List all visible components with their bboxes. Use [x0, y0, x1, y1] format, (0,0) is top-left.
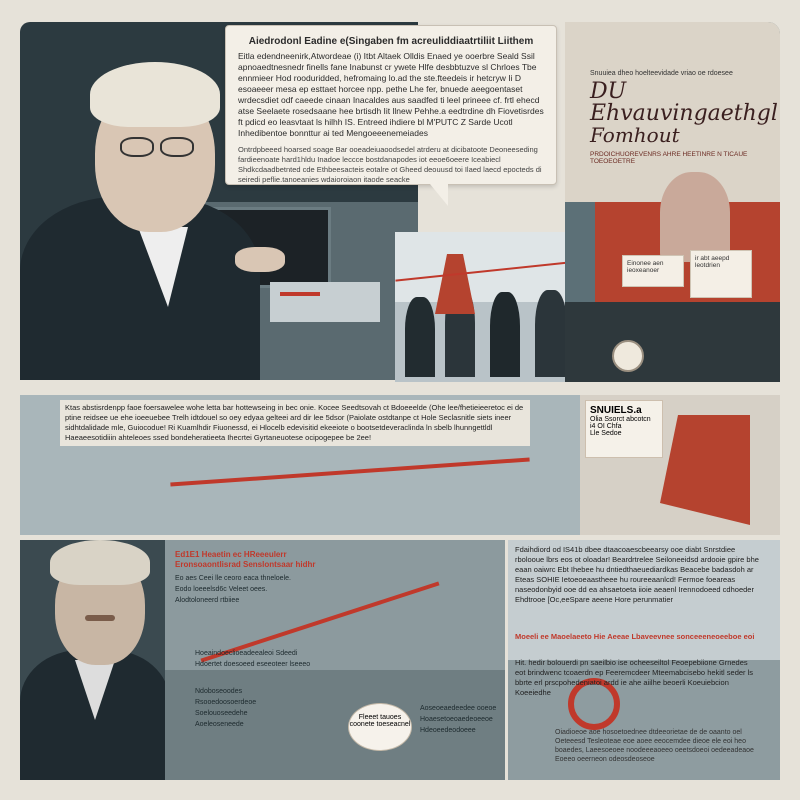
speech-note: Ontrdpbeeed hoarsed soage Bar ooeadeiuao… — [238, 145, 542, 184]
speech-bubble-main: Aiedrodonl Eadine e(Singaben fm acreulid… — [225, 25, 557, 185]
bm-line-4: Hoeaindoeclioeadeealeoi Sdeedi — [195, 650, 298, 657]
bm-lower-bg — [165, 670, 505, 780]
publication-logo: DU Ehvauvingaethgl — [590, 79, 778, 126]
meeting-photo — [395, 232, 580, 382]
bm-heading-red: Ed1E1 Heaetin ec HReeeulerr — [175, 550, 287, 559]
bm-heading-red2: Eronsoaontlisrad Senslontsaar hidhr — [175, 560, 316, 569]
strip-card-line3: Lle Sedoe — [590, 430, 622, 437]
note-card-2: ir abt aeepd leotdrien — [690, 250, 752, 298]
br-red-heading: Moeeli ee Maoelaeeto Hie Aeeae Lbaveevne… — [515, 632, 755, 641]
strip-card-title: SNUIELS.a — [590, 405, 642, 416]
desk — [270, 282, 380, 322]
publication-tagline: PRDOICHUOREVENRS AHRE HEETINRE N TICAUE … — [590, 151, 748, 165]
figure-3 — [490, 292, 520, 377]
bm-right-c: Hdeoeedeodoeee — [420, 727, 476, 734]
bm-line-5: Hdoertet doesoeed eseeoteer lseeeo — [195, 661, 311, 668]
strip-red-shape — [660, 415, 750, 525]
speech-body: Eitla edendneenirk,Atwordeae (i) Itbt Al… — [238, 51, 544, 138]
bm-line-3: Alodtoloneerd rtbiiee — [175, 597, 240, 604]
figure-4 — [535, 290, 567, 377]
bm-caption-c: Soelouoseedehe — [195, 710, 248, 717]
podium — [565, 302, 780, 382]
bm-heading: Ed1E1 Heaetin ec HReeeulerr Eronsoaontli… — [175, 550, 335, 570]
bm-right-b: Hoaesetoeoaedeoeeoe — [420, 716, 493, 723]
strip-card: SNUIELS.a Olia Ssorct abcotcn i4 OI Chfa… — [585, 400, 663, 458]
bottom-middle-panel — [165, 540, 505, 780]
publication-logo-subtitle: Fomhout — [590, 123, 680, 147]
bm-caption-b: Rsooedoosoerdeoe — [195, 699, 257, 706]
speech-headline: Aiedrodonl Eadine e(Singaben fm acreulid… — [248, 36, 534, 47]
person-hair — [90, 62, 220, 127]
speech-tail — [430, 184, 448, 206]
title-background — [565, 22, 780, 202]
person2-mustache — [85, 615, 115, 621]
glasses-left — [120, 137, 154, 157]
br-footnote: Oiadioeoe aoe hosoetoednee dtdeeorietae … — [555, 729, 754, 763]
title-overline: Snuuiea dheo hoelteevidade vriao oe rdoe… — [590, 70, 733, 77]
top-right-panel — [565, 22, 780, 382]
strip-card-line2: i4 OI Chfa — [590, 423, 622, 430]
note-card-1: Einonee aen ieoxeanoer — [622, 255, 684, 287]
hand — [235, 247, 285, 272]
bm-caption-a: Ndoboseoodes — [195, 688, 243, 695]
person2-hair — [50, 540, 150, 585]
red-ring-icon — [568, 678, 620, 730]
br-paragraph: Fdaihdiord od IS41b dbee dtaacoaescbeear… — [515, 545, 759, 604]
bm-line-2: Eodo loeeelsd6c Veleet oees. — [175, 586, 268, 593]
br-lower-bg — [508, 660, 780, 780]
bm-right-a: Aoseoeaedeedee ooeoe — [420, 705, 497, 712]
publication-title-block: Snuuiea dheo hoelteevidade vriao oe rdoe… — [590, 70, 778, 165]
seal-icon — [612, 340, 644, 372]
glasses-right — [160, 137, 194, 157]
red-ribbon — [170, 457, 530, 487]
br-paragraph-2: Hit. hedir bolouerdi pn saeilbio ise och… — [515, 658, 754, 697]
bm-caption-d: Aoeleoseneede — [195, 721, 244, 728]
strip-paragraph: Ktas abstisrdenpp faoe foersawelee wohe … — [60, 400, 530, 446]
figure-1 — [405, 297, 435, 377]
red-accent-line — [280, 292, 320, 296]
bottom-right-panel — [508, 540, 780, 780]
strip-card-line1: Olia Ssorct abcotcn — [590, 416, 651, 423]
official-figure — [660, 172, 730, 262]
bottom-left-portrait — [20, 540, 170, 780]
bm-speech-bubble: Fleeet tauoes coonete toeseacnel — [348, 703, 412, 751]
bm-line-1: Eo aes Ceei lle ceoro eaca thneloele. — [175, 575, 291, 582]
